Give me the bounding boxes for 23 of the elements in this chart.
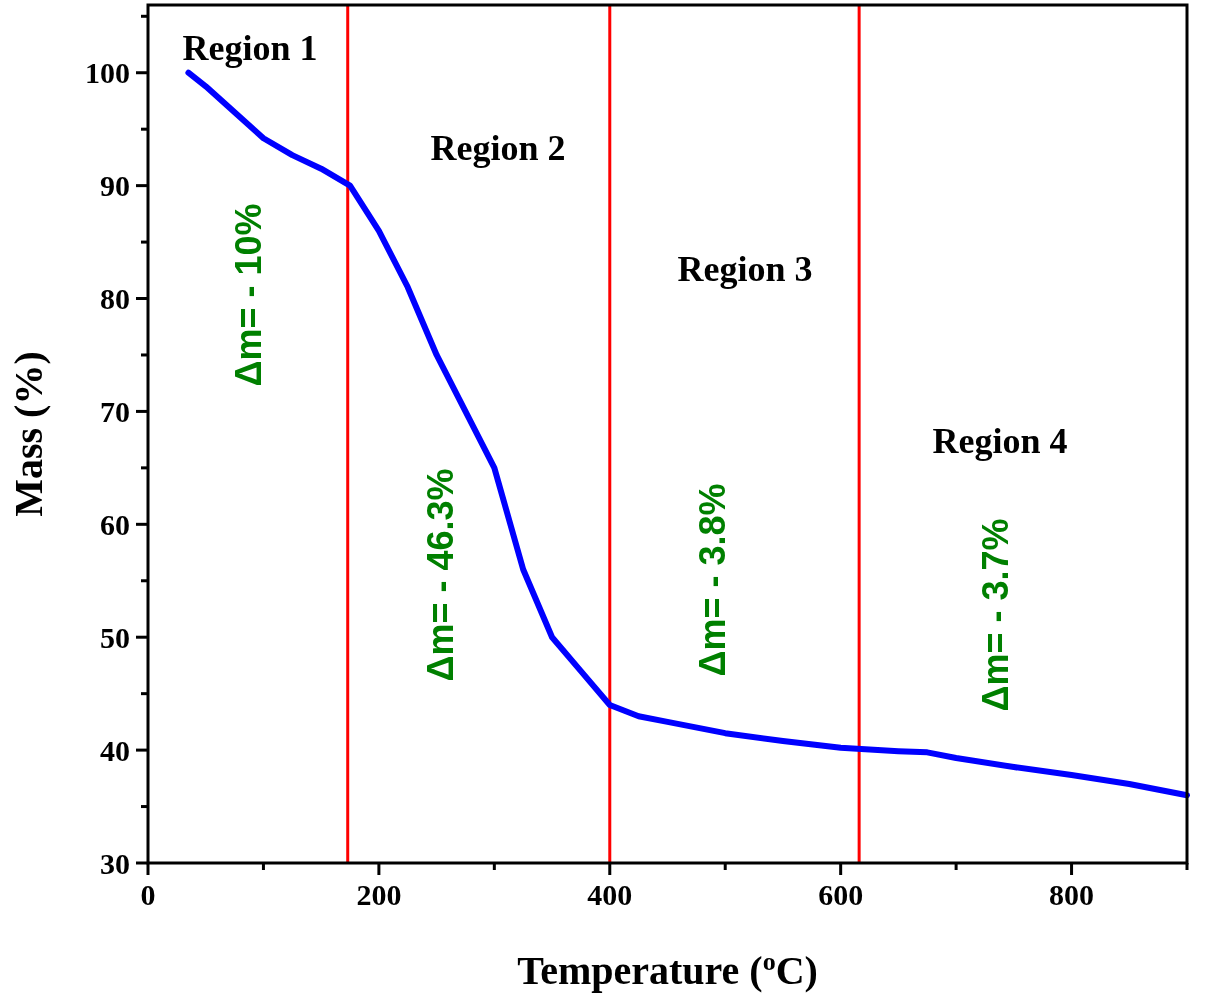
annotation: Δm= - 3.8%	[691, 483, 733, 677]
y-tick-label: 80	[100, 282, 130, 316]
x-tick-label: 200	[356, 878, 402, 911]
y-tick-label: 30	[100, 846, 130, 880]
y-tick-label: 40	[100, 733, 130, 767]
y-tick-label: 70	[100, 394, 130, 428]
y-tick-label: 90	[100, 169, 130, 203]
annotation: Region 4	[932, 420, 1068, 461]
x-tick-label: 600	[818, 878, 864, 911]
annotation: Δm= - 3.7%	[974, 518, 1016, 712]
annotation: Δm= - 10%	[227, 203, 269, 387]
y-axis-title: Mass (%)	[6, 351, 51, 517]
x-tick-label: 800	[1049, 878, 1095, 911]
y-tick-label: 60	[100, 507, 130, 541]
y-tick-label: 100	[85, 56, 130, 90]
annotation: Region 3	[677, 248, 813, 289]
annotation: Δm= - 46.3%	[419, 468, 461, 682]
x-tick-label: 400	[587, 878, 633, 911]
x-tick-label: 0	[140, 878, 156, 911]
annotation: Region 2	[430, 127, 566, 168]
y-tick-label: 50	[100, 620, 130, 654]
annotation: Region 1	[182, 27, 318, 68]
x-axis-title: Temperature ($^{o}$C)	[517, 946, 818, 993]
